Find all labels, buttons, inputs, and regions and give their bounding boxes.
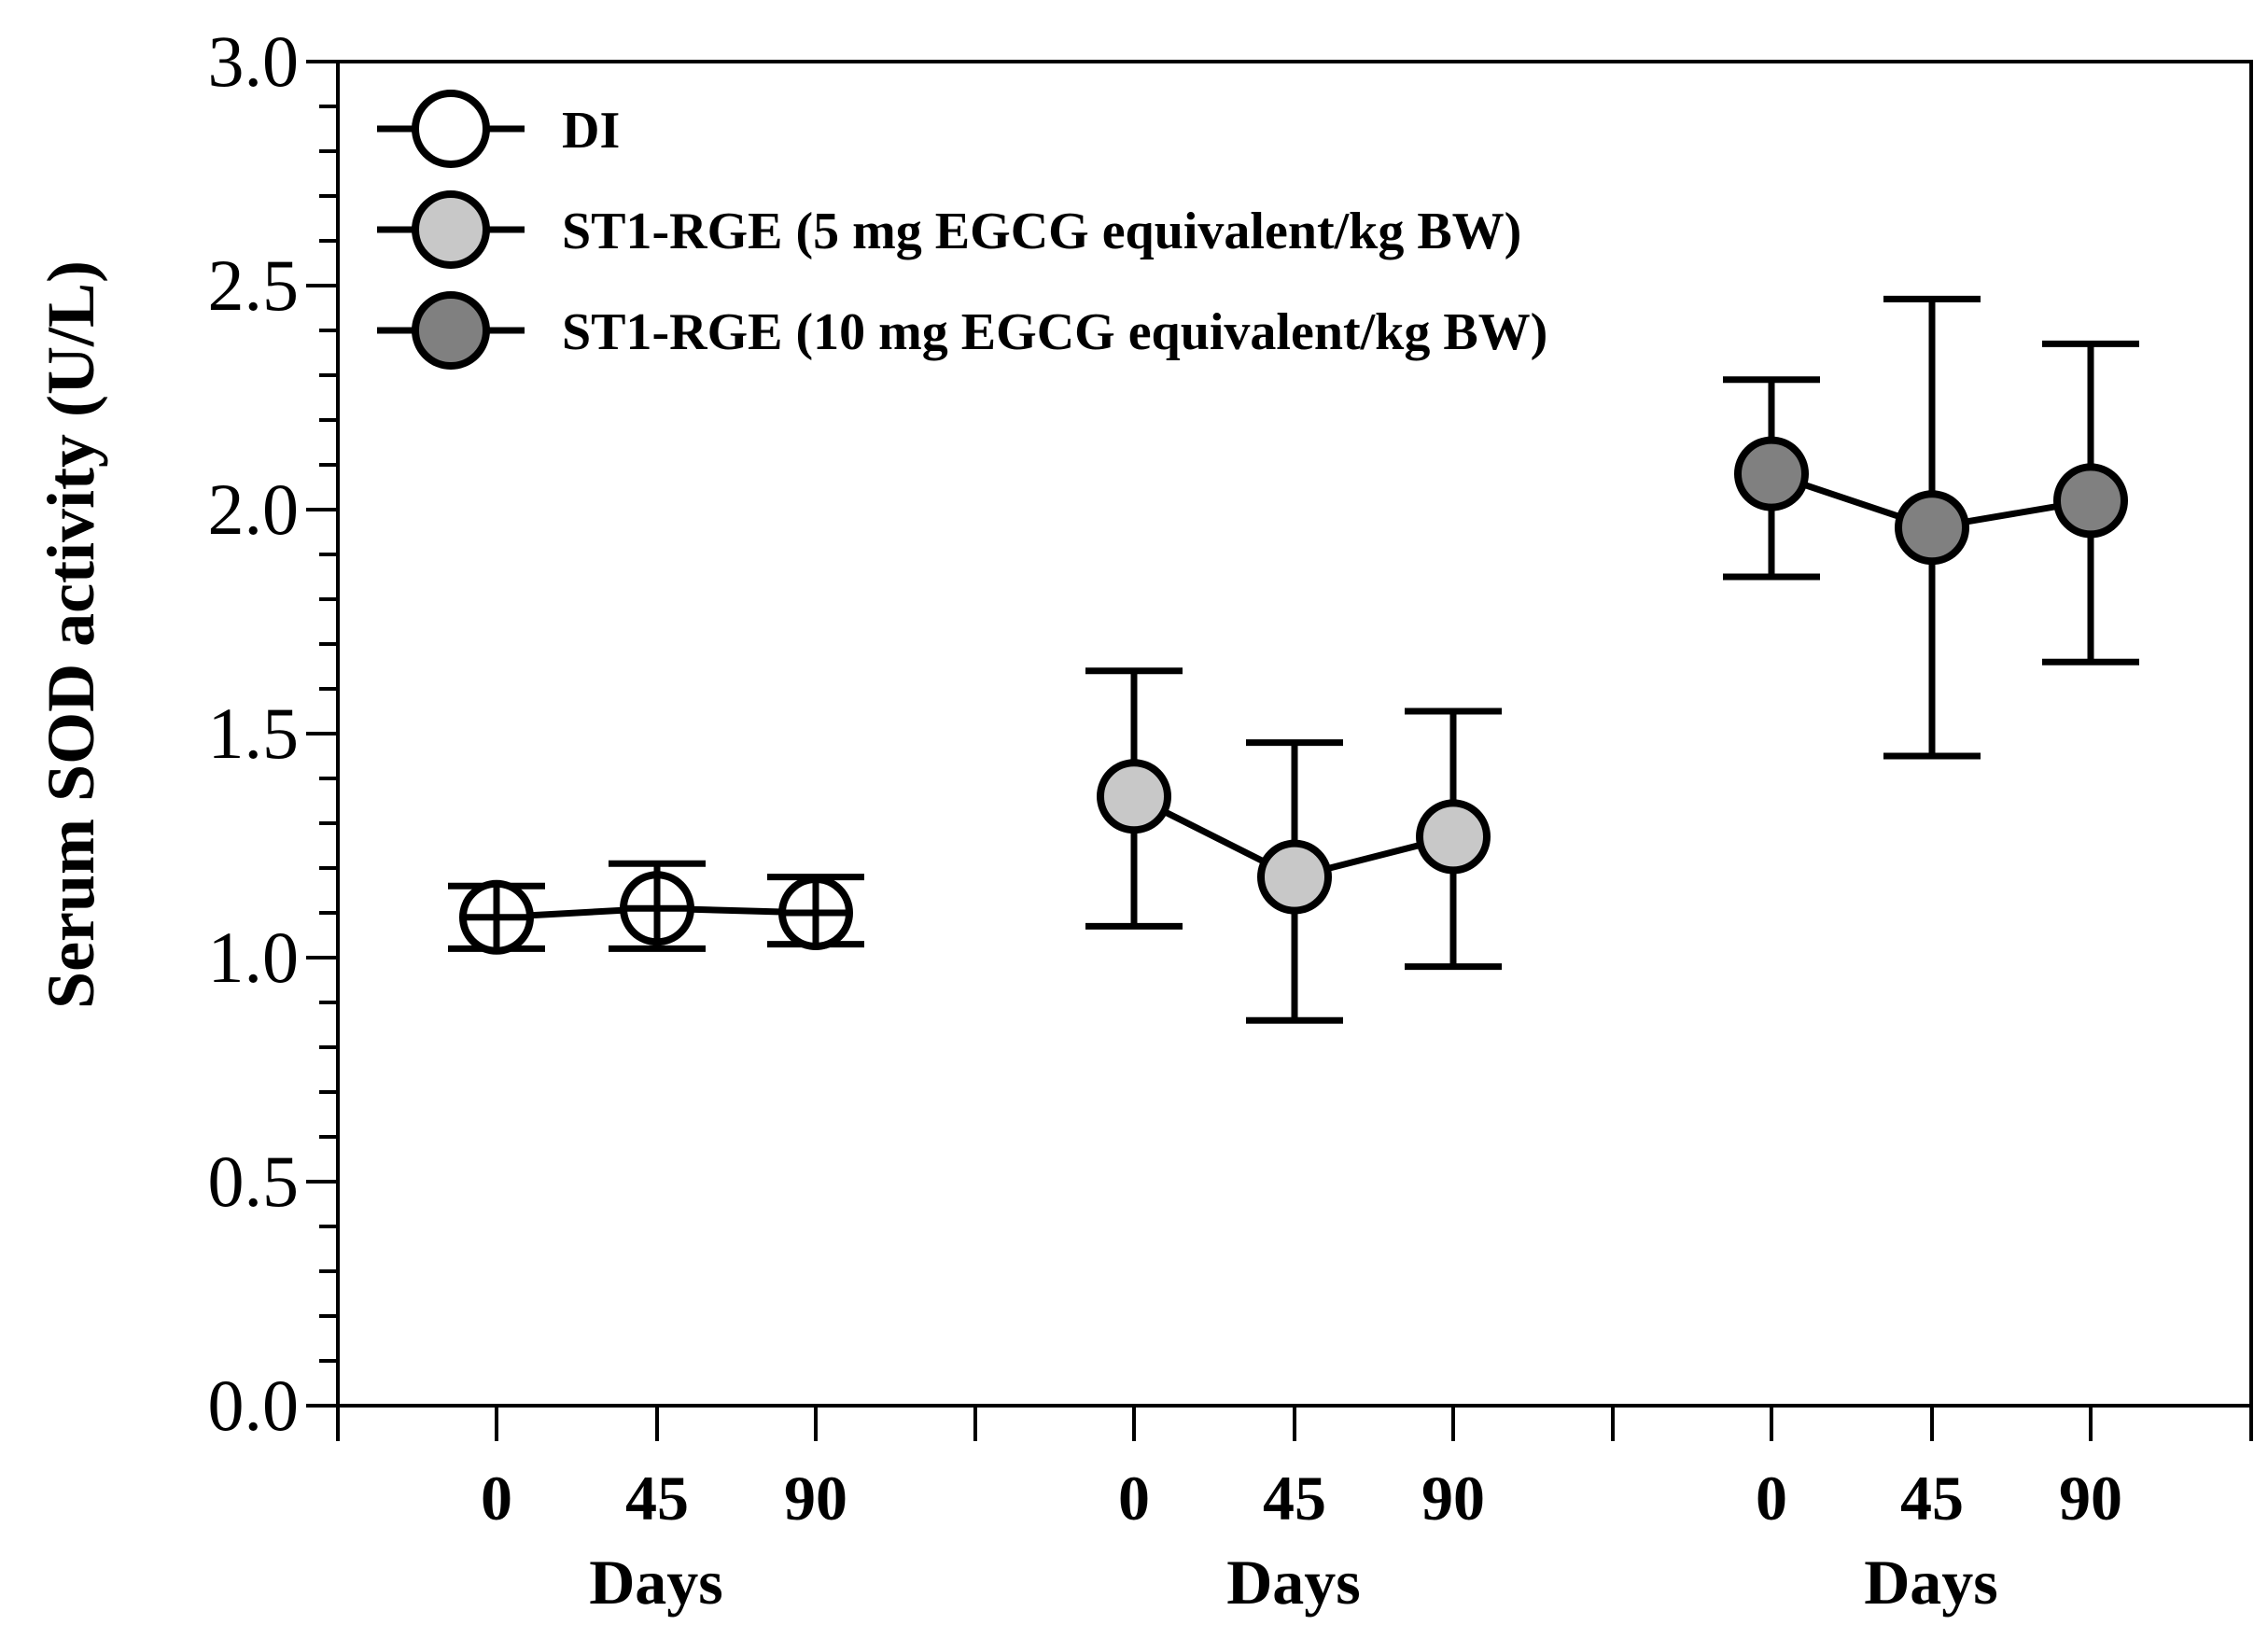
x-axis-label: Days	[589, 1547, 723, 1618]
x-tick-label: 45	[1900, 1463, 1964, 1534]
x-tick-label: 0	[481, 1463, 512, 1534]
y-tick-label: 1.5	[208, 693, 300, 774]
legend-label: ST1-RGE (10 mg EGCG equivalent/kg BW)	[562, 303, 1547, 361]
x-tick-label: 90	[2059, 1463, 2122, 1534]
x-tick-label: 0	[1118, 1463, 1150, 1534]
x-tick-label: 45	[625, 1463, 689, 1534]
plot-frame	[336, 60, 2253, 1408]
y-tick-label: 2.5	[208, 245, 300, 326]
x-tick-label: 0	[1756, 1463, 1787, 1534]
plot-data	[448, 295, 2139, 1024]
data-point	[2053, 463, 2128, 539]
data-point	[1734, 436, 1809, 511]
legend-marker	[412, 291, 490, 370]
data-point	[1416, 799, 1491, 875]
legend-label: DI	[562, 102, 620, 160]
x-axis-label: Days	[1226, 1547, 1361, 1618]
y-axis-label: Serum SOD activity (U/L)	[34, 260, 108, 1009]
y-tick-label: 1.0	[208, 917, 300, 998]
y-tick-label: 0.5	[208, 1141, 300, 1222]
x-tick-label: 45	[1263, 1463, 1326, 1534]
data-point	[1895, 490, 1969, 566]
legend: DI ST1-RGE (5 mg EGCG equivalent/kg BW) ST…	[377, 90, 1547, 370]
x-tick-label: 90	[784, 1463, 847, 1534]
y-tick-label: 2.0	[208, 469, 300, 550]
legend-marker	[412, 190, 490, 269]
x-tick-label: 90	[1421, 1463, 1485, 1534]
legend-label: ST1-RGE (5 mg EGCG equivalent/kg BW)	[562, 203, 1521, 260]
axes: 0.0 0.5 1.0 1.5 2.0 2.5 3.0 0 45 90 Days 0 45 90 Days 0…	[208, 21, 2253, 1618]
x-axis-label: Days	[1864, 1547, 1998, 1618]
y-tick-label: 3.0	[208, 21, 300, 102]
data-point	[1257, 839, 1332, 915]
y-tick-label: 0.0	[208, 1365, 300, 1446]
legend-marker	[412, 90, 490, 168]
data-point	[1097, 759, 1171, 834]
